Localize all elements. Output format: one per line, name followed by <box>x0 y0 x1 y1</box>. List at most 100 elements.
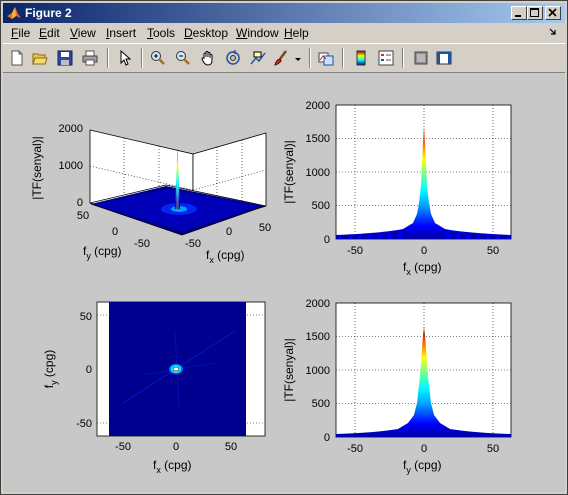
x-tick-label: 0 <box>226 226 232 238</box>
menu-file[interactable]: File <box>11 26 31 40</box>
hide-plot-tools-button[interactable] <box>411 48 431 68</box>
x-axis-label: fx (cpg) <box>153 458 192 475</box>
link-plot-icon <box>318 52 334 66</box>
y-axis-label: |TF(senyal)| <box>282 140 296 204</box>
x-axis-label: fx (cpg) <box>206 248 245 265</box>
menu-edit[interactable]: Edit <box>39 26 60 40</box>
x-tick-label: -50 <box>185 238 201 250</box>
y-tick-label: -50 <box>134 238 150 250</box>
maximize-button[interactable] <box>527 6 543 20</box>
x-tick-label: 50 <box>487 443 499 455</box>
x-tick-label: 0 <box>421 245 427 257</box>
toolbar-separator <box>309 48 311 68</box>
x-tick-label: -50 <box>347 443 363 455</box>
new-figure-button[interactable] <box>7 48 27 68</box>
zoom-in-button[interactable] <box>148 48 168 68</box>
edit-plot-arrow-icon <box>120 50 132 66</box>
y-tick-label: 0 <box>86 364 92 376</box>
brush-button[interactable] <box>271 48 291 68</box>
save-button[interactable] <box>55 48 75 68</box>
y-tick-label: 1000 <box>306 167 330 179</box>
x-axis-label: fx (cpg) <box>403 260 442 277</box>
print-icon <box>82 50 98 66</box>
show-plot-tools-icon <box>436 51 452 65</box>
matlab-logo-icon <box>7 7 21 19</box>
save-icon <box>57 50 73 66</box>
x-tick-label: 0 <box>421 443 427 455</box>
menu-desktop[interactable]: Desktop <box>184 26 229 40</box>
x-tick-label: 50 <box>259 222 271 234</box>
y-tick-label: 2000 <box>306 298 330 310</box>
y-axis-label: fy (cpg) <box>42 350 59 389</box>
figure-canvas: 2000 1000 0 50 0 -50 -50 0 50 |TF(senyal… <box>3 73 565 492</box>
y-tick-label: 50 <box>80 311 92 323</box>
close-button[interactable] <box>545 6 561 20</box>
colorbar-icon <box>356 50 366 66</box>
open-file-button[interactable] <box>30 48 50 68</box>
print-button[interactable] <box>80 48 100 68</box>
y-tick-label: 0 <box>324 432 330 444</box>
brush-dropdown-button[interactable] <box>293 48 303 68</box>
y-tick-label: 2000 <box>306 100 330 112</box>
data-cursor-icon <box>250 51 266 65</box>
menu-tools[interactable]: Tools <box>147 26 176 40</box>
minimize-button[interactable] <box>511 6 527 20</box>
rotate-3d-icon <box>226 50 240 65</box>
minimize-icon <box>515 15 521 17</box>
toolbar-separator <box>141 48 143 68</box>
x-tick-label: 50 <box>225 441 237 453</box>
window-title: Figure 2 <box>25 6 72 20</box>
plot-2d-image[interactable]: 50 0 -50 -50 0 50 fy (cpg) fx (cpg) <box>42 301 266 475</box>
menu-help[interactable]: Help <box>284 26 309 40</box>
plot-3d-surface[interactable]: 2000 1000 0 50 0 -50 -50 0 50 |TF(senyal… <box>30 123 271 265</box>
toolbar-separator <box>402 48 404 68</box>
dock-arrow-icon[interactable] <box>547 25 559 39</box>
colorbar-button[interactable] <box>351 48 371 68</box>
menu-insert[interactable]: Insert <box>106 26 137 40</box>
toolbar-separator <box>107 48 109 68</box>
close-icon <box>548 8 557 17</box>
rotate-3d-button[interactable] <box>223 48 243 68</box>
plot-profile-fx[interactable]: 2000 1500 1000 500 0 -50 0 50 |TF(senyal… <box>282 100 512 277</box>
link-plot-button[interactable] <box>316 48 336 68</box>
y-tick-label: 1000 <box>306 365 330 377</box>
y-tick-label: 0 <box>112 226 118 238</box>
z-tick-label: 1000 <box>59 160 83 172</box>
z-tick-label: 0 <box>77 197 83 209</box>
x-tick-label: 50 <box>487 245 499 257</box>
y-tick-label: 1500 <box>306 133 330 145</box>
maximize-icon <box>530 8 539 17</box>
toolbar-separator <box>342 48 344 68</box>
show-plot-tools-button[interactable] <box>434 48 454 68</box>
legend-icon <box>378 50 394 66</box>
y-tick-label: 500 <box>312 200 330 212</box>
y-axis-label: fy (cpg) <box>83 244 122 261</box>
brush-dropdown-icon <box>295 58 301 61</box>
x-tick-label: 0 <box>173 441 179 453</box>
x-tick-label: -50 <box>115 441 131 453</box>
y-tick-label: -50 <box>76 418 92 430</box>
y-tick-label: 50 <box>77 210 89 222</box>
menu-bar: File Edit View Insert Tools Desktop Wind… <box>3 24 565 42</box>
data-cursor-button[interactable] <box>248 48 268 68</box>
y-axis-label: |TF(senyal)| <box>282 338 296 402</box>
zoom-out-icon <box>176 51 190 65</box>
y-tick-label: 500 <box>312 398 330 410</box>
brush-icon <box>274 50 287 66</box>
legend-button[interactable] <box>376 48 396 68</box>
title-bar[interactable]: Figure 2 <box>3 3 565 23</box>
x-axis-label: fy (cpg) <box>403 458 442 475</box>
menu-window[interactable]: Window <box>236 26 279 40</box>
pan-button[interactable] <box>198 48 218 68</box>
z-tick-label: 2000 <box>59 123 83 135</box>
figure-toolbar <box>3 43 565 73</box>
z-axis-label: |TF(senyal)| <box>30 136 44 200</box>
pan-hand-icon <box>201 51 213 66</box>
y-tick-label: 1500 <box>306 331 330 343</box>
plot-profile-fy[interactable]: 2000 1500 1000 500 0 -50 0 50 |TF(senyal… <box>282 298 512 475</box>
menu-view[interactable]: View <box>70 26 96 40</box>
edit-plot-button[interactable] <box>115 48 135 68</box>
zoom-out-button[interactable] <box>173 48 193 68</box>
zoom-in-icon <box>151 51 165 65</box>
